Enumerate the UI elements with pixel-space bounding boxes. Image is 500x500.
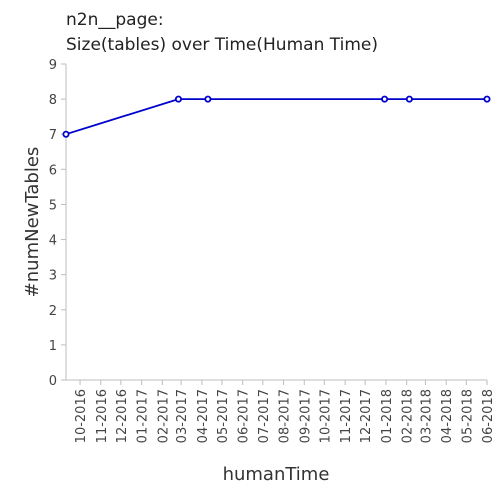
data-point	[174, 95, 182, 103]
chart-subtitle: Size(tables) over Time(Human Time)	[66, 35, 378, 55]
x-tick-label: 04-2018	[440, 389, 455, 443]
x-tick-label: 02-2017	[156, 389, 171, 443]
data-point	[405, 95, 413, 103]
y-tick-label: 2	[49, 304, 57, 319]
x-tick-label: 08-2017	[278, 389, 293, 443]
x-tick-label: 03-2018	[419, 389, 434, 443]
x-tick-label: 10-2016	[74, 389, 89, 443]
x-tick-label: 12-2017	[359, 389, 374, 443]
data-point	[62, 130, 70, 138]
x-axis-label: humanTime	[223, 464, 330, 485]
y-tick-label: 3	[49, 269, 57, 284]
x-tick-label: 05-2018	[460, 389, 475, 443]
x-tick-label: 03-2017	[175, 389, 190, 443]
chart-title: n2n__page:	[66, 10, 164, 30]
x-tick-label: 04-2017	[196, 389, 211, 443]
data-point	[204, 95, 212, 103]
data-point	[483, 95, 491, 103]
y-tick-label: 0	[49, 374, 57, 389]
x-tick-label: 06-2018	[481, 389, 496, 443]
x-tick-label: 11-2016	[95, 389, 110, 443]
x-tick-label: 07-2017	[257, 389, 272, 443]
y-tick-label: 6	[49, 163, 57, 178]
y-tick-label: 4	[49, 234, 57, 249]
x-tick-label: 11-2017	[339, 389, 354, 443]
series-line	[65, 98, 487, 136]
x-tick-label: 10-2017	[318, 389, 333, 443]
x-tick-label: 01-2017	[136, 389, 151, 443]
data-point	[381, 95, 389, 103]
x-tick-label: 09-2017	[298, 389, 313, 443]
x-tick-label: 02-2018	[401, 389, 416, 443]
y-tick-label: 7	[49, 128, 57, 143]
y-tick-label: 1	[49, 339, 57, 354]
x-tick-label: 12-2016	[115, 389, 130, 443]
x-tick-label: 01-2018	[380, 389, 395, 443]
x-tick-label: 05-2017	[216, 389, 231, 443]
y-tick-label: 8	[49, 93, 57, 108]
y-tick-label: 5	[49, 198, 57, 213]
y-tick-label: 9	[49, 58, 57, 73]
x-tick-label: 06-2017	[237, 389, 252, 443]
y-axis-label: #numNewTables	[22, 147, 43, 298]
